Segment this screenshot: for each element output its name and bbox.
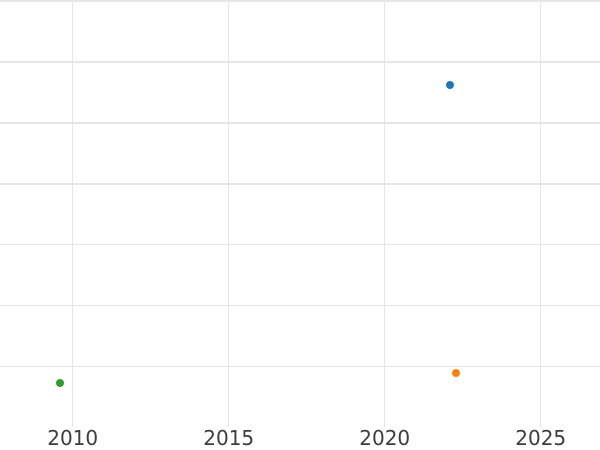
y-gridline: [0, 304, 600, 307]
data-point-orange: [452, 369, 461, 378]
y-gridline: [0, 183, 600, 185]
y-gridline: [0, 122, 600, 124]
x-gridline: [539, 0, 542, 427]
data-point-blue: [446, 81, 455, 90]
y-gridline: [0, 0, 600, 2]
data-point-green: [56, 378, 65, 387]
x-tick-label: 2010: [47, 426, 99, 450]
x-gridline: [227, 0, 230, 427]
x-tick-label: 2020: [359, 426, 411, 450]
x-tick-label: 2025: [515, 426, 567, 450]
y-gridline: [0, 243, 600, 246]
x-gridline: [71, 0, 74, 427]
x-tick-label: 2015: [203, 426, 255, 450]
y-gridline: [0, 61, 600, 63]
y-gridline: [0, 365, 600, 368]
x-gridline: [383, 0, 386, 427]
